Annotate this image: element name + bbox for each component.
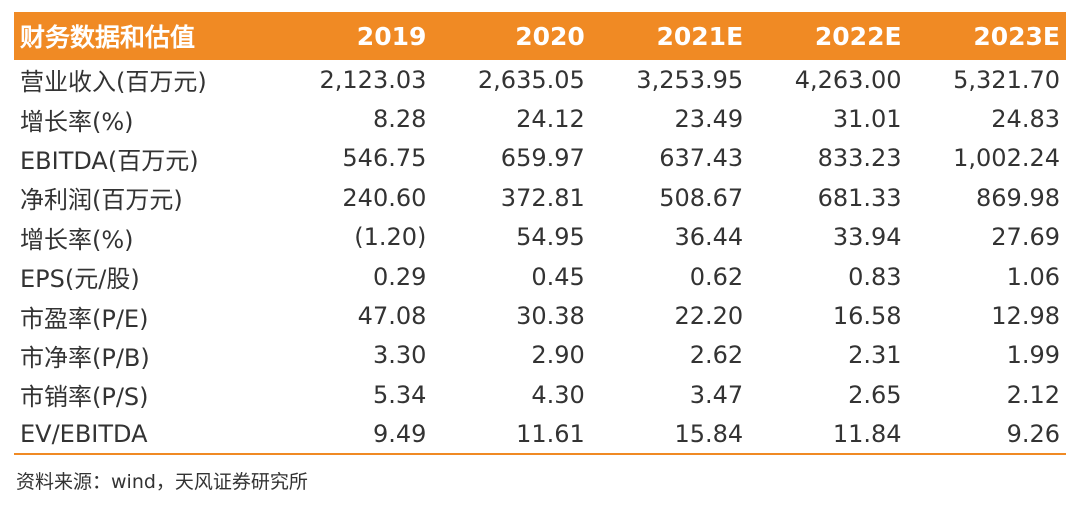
table-cell: 637.43 — [659, 144, 744, 173]
table-cell: 8.28 — [372, 105, 427, 134]
table-cell: 11.61 — [432, 414, 591, 455]
table-cell: 2.12 — [1006, 380, 1060, 409]
table-cell: 3.47 — [689, 380, 744, 409]
table-row: 净利润(百万元) 240.60 372.81 508.67 681.33 869… — [14, 178, 1066, 217]
table-cell: 0.45 — [531, 262, 585, 291]
table-row: EV/EBITDA 9.49 11.61 15.84 11.84 9.26 — [14, 414, 1066, 455]
row-label: 市净率(P/B) — [20, 343, 150, 372]
table-cell: (1.20) — [354, 223, 427, 252]
table-cell: 24.12 — [516, 105, 585, 134]
table-cell: 546.75 — [342, 144, 427, 173]
row-label: 营业收入(百万元) — [20, 68, 207, 97]
table-cell: 372.81 — [500, 183, 585, 212]
table-cell: 3,253.95 — [636, 65, 744, 94]
table-cell: 1.99 — [1006, 341, 1060, 370]
row-label: EV/EBITDA — [14, 414, 274, 455]
table-row: EPS(元/股) 0.29 0.45 0.62 0.83 1.06 — [14, 257, 1066, 296]
table-row: 增长率(%) 8.28 24.12 23.49 31.01 24.83 — [14, 99, 1066, 138]
table-cell: 11.84 — [749, 414, 908, 455]
table-cell: 681.33 — [817, 183, 902, 212]
table-cell: 2.90 — [531, 341, 585, 370]
row-label: 增长率(%) — [20, 107, 134, 136]
table-cell: 2,635.05 — [477, 65, 585, 94]
table-cell: 2.31 — [848, 341, 902, 370]
table-row: 市销率(P/S) 5.34 4.30 3.47 2.65 2.12 — [14, 375, 1066, 414]
table-cell: 2.65 — [848, 380, 902, 409]
table-cell: 0.29 — [372, 262, 427, 291]
table-row: 增长率(%) (1.20) 54.95 36.44 33.94 27.69 — [14, 218, 1066, 257]
table-cell: 508.67 — [659, 183, 744, 212]
table-cell: 240.60 — [342, 183, 427, 212]
table-cell: 23.49 — [674, 105, 744, 134]
year-header: 2023E — [973, 21, 1060, 51]
table-row: 营业收入(百万元) 2,123.03 2,635.05 3,253.95 4,2… — [14, 60, 1066, 99]
table-cell: 4.30 — [531, 380, 585, 409]
table-cell: 5.34 — [372, 380, 427, 409]
table-cell: 1,002.24 — [953, 144, 1060, 173]
table-cell: 33.94 — [832, 223, 902, 252]
row-label: 市盈率(P/E) — [20, 304, 149, 333]
table-cell: 47.08 — [357, 302, 427, 331]
table-cell: 3.30 — [372, 341, 427, 370]
year-header: 2021E — [656, 21, 744, 51]
table-cell: 54.95 — [516, 223, 585, 252]
table-cell: 833.23 — [817, 144, 902, 173]
table-cell: 0.62 — [689, 262, 744, 291]
row-label: 净利润(百万元) — [20, 186, 183, 215]
table-cell: 15.84 — [590, 414, 750, 455]
year-header: 2019 — [356, 21, 427, 51]
row-label: EBITDA(百万元) — [20, 146, 199, 175]
table-cell: 5,321.70 — [953, 65, 1060, 94]
table-cell: 1.06 — [1006, 262, 1060, 291]
table-row: 市净率(P/B) 3.30 2.90 2.62 2.31 1.99 — [14, 336, 1066, 375]
row-label: 增长率(%) — [20, 225, 134, 254]
table-header-row: 财务数据和估值 2019 2020 2021E 2022E 2023E — [14, 12, 1066, 60]
table-cell: 9.49 — [274, 414, 433, 455]
table-cell: 22.20 — [674, 302, 744, 331]
financial-table-container: 财务数据和估值 2019 2020 2021E 2022E 2023E 营业收入… — [14, 12, 1066, 455]
table-cell: 12.98 — [991, 302, 1060, 331]
row-label: 市销率(P/S) — [20, 383, 149, 412]
table-cell: 30.38 — [516, 302, 585, 331]
table-cell: 31.01 — [832, 105, 902, 134]
row-label: EPS(元/股) — [20, 265, 140, 294]
year-header: 2020 — [515, 21, 585, 51]
table-cell: 0.83 — [848, 262, 902, 291]
financial-valuation-table: 财务数据和估值 2019 2020 2021E 2022E 2023E 营业收入… — [14, 12, 1066, 455]
table-cell: 869.98 — [976, 183, 1060, 212]
table-cell: 4,263.00 — [794, 65, 902, 94]
table-row: 市盈率(P/E) 47.08 30.38 22.20 16.58 12.98 — [14, 296, 1066, 335]
year-header: 2022E — [814, 21, 902, 51]
table-cell: 2,123.03 — [319, 65, 427, 94]
table-cell: 36.44 — [674, 223, 744, 252]
table-title: 财务数据和估值 — [20, 23, 196, 52]
table-cell: 2.62 — [689, 341, 744, 370]
table-row: EBITDA(百万元) 546.75 659.97 637.43 833.23 … — [14, 139, 1066, 178]
table-cell: 659.97 — [500, 144, 585, 173]
source-note: 资料来源：wind，天风证券研究所 — [16, 471, 308, 493]
table-cell: 9.26 — [907, 414, 1066, 455]
table-cell: 16.58 — [832, 302, 902, 331]
table-cell: 27.69 — [991, 223, 1060, 252]
table-cell: 24.83 — [991, 105, 1060, 134]
